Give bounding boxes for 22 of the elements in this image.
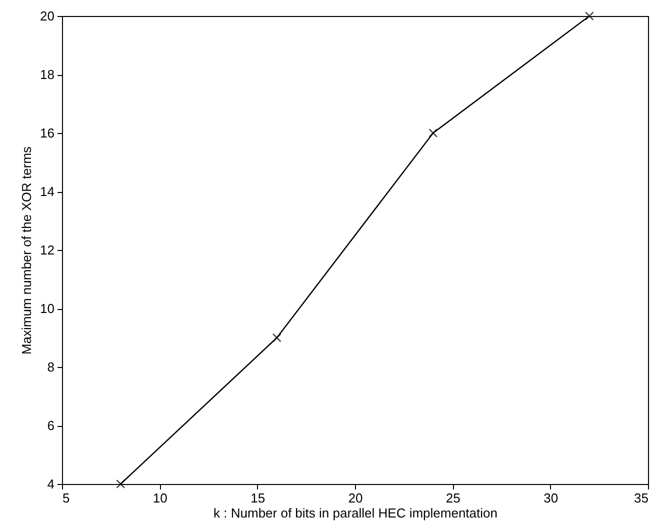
x-tick-label: 30 — [544, 490, 558, 506]
y-tick-label: 10 — [40, 301, 54, 316]
x-tick-label: 15 — [250, 490, 266, 506]
y-tick-label: 4 — [47, 476, 54, 492]
x-tick-label: 10 — [152, 490, 168, 506]
point — [116, 479, 126, 489]
y-tick-label: 6 — [47, 418, 54, 433]
x-axis-title: k : Number of bits in parallel HEC implementation — [214, 506, 498, 520]
y-tick-label: 20 — [40, 8, 54, 24]
point — [584, 11, 594, 21]
x-tick-label: 20 — [348, 490, 363, 506]
y-axis-title: Maximum number of the XOR terms — [19, 146, 34, 355]
x-tick-label: 5 — [62, 490, 70, 506]
x-tick-label: 35 — [634, 490, 648, 506]
y-tick-label: 16 — [40, 126, 54, 140]
y-tick-label: 14 — [40, 184, 54, 199]
y-tick-label: 12 — [40, 242, 54, 258]
y-tick-label: 18 — [40, 67, 54, 82]
y-tick-label: 8 — [47, 360, 54, 374]
point — [272, 333, 282, 342]
point — [428, 128, 438, 138]
x-tick-label: 25 — [446, 490, 460, 506]
